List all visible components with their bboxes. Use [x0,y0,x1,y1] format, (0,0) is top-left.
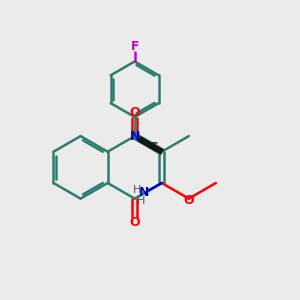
Text: F: F [130,40,139,53]
Text: N: N [130,130,140,142]
Text: N: N [139,185,149,199]
Text: H: H [137,196,145,206]
Text: O: O [129,106,140,119]
Text: C: C [149,142,158,152]
Text: H: H [133,185,141,195]
Text: O: O [184,194,194,207]
Text: O: O [129,216,140,229]
